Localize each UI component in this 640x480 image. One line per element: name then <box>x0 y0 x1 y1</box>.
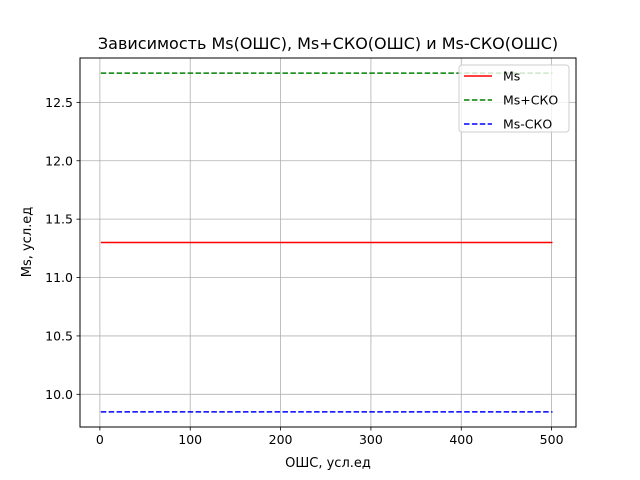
x-tick-label: 100 <box>178 432 202 447</box>
legend: Ms Ms+СКО Ms-СКО <box>458 64 570 133</box>
legend-label-1: Ms+СКО <box>503 93 558 108</box>
x-tick-label: 0 <box>96 432 104 447</box>
y-tick-label: 10.0 <box>45 387 73 402</box>
legend-box <box>458 64 570 133</box>
y-tick-label: 12.0 <box>45 153 73 168</box>
legend-label-0: Ms <box>503 69 520 84</box>
plot-frame <box>79 57 577 428</box>
x-axis-label: ОШС, усл.ед <box>285 456 371 471</box>
x-tick-label: 400 <box>449 432 473 447</box>
x-tick-label: 300 <box>359 432 383 447</box>
axis-ticks: 0 100 200 300 400 500 10.0 10.5 11.0 11.5 12.0 12.5 <box>45 95 563 447</box>
y-tick-label: 11.0 <box>45 270 73 285</box>
y-tick-label: 11.5 <box>45 212 73 227</box>
y-tick-label: 10.5 <box>45 328 73 343</box>
chart-title: Зависимость Ms(ОШС), Ms+СКО(ОШС) и Ms-СК… <box>98 34 558 53</box>
x-tick-label: 500 <box>540 432 564 447</box>
y-tick-label: 12.5 <box>45 95 73 110</box>
y-axis-label: Ms, усл.ед <box>20 207 35 278</box>
x-tick-label: 200 <box>269 432 293 447</box>
legend-label-2: Ms-СКО <box>503 117 552 132</box>
